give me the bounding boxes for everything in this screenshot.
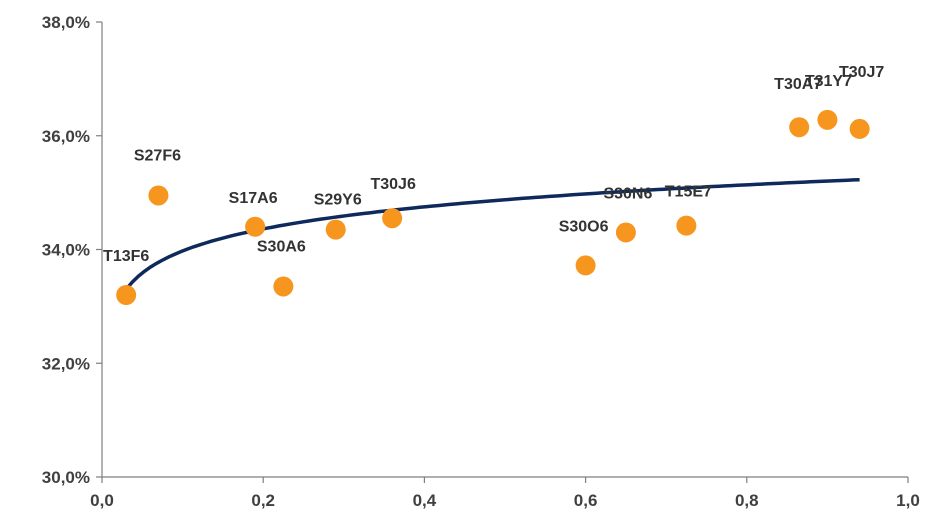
data-point	[575, 255, 596, 276]
point-label: T30A7	[774, 76, 822, 93]
point-label: S27F6	[134, 147, 181, 164]
data-point	[116, 285, 137, 305]
point-label: S17A6	[229, 190, 278, 207]
point-label: S30N6	[603, 185, 652, 202]
point-label: S30A6	[257, 238, 306, 255]
point-labels: T13F6 S27F6 S17A6 S30A6 S29Y6 T30J6 S30O6 S30N6…	[103, 64, 884, 265]
point-label: S29Y6	[314, 192, 362, 209]
point-label: T30J7	[839, 64, 884, 81]
x-tick-label: 0,8	[735, 491, 759, 510]
x-tick-label: 0,4	[413, 491, 437, 510]
data-point	[849, 118, 870, 139]
data-points	[116, 109, 870, 305]
data-point	[615, 222, 636, 243]
y-tick-label: 30,0%	[42, 468, 90, 487]
point-label: T30J6	[370, 176, 415, 193]
point-label: T15E7	[665, 184, 712, 201]
point-label: S30O6	[559, 218, 609, 235]
data-point	[789, 117, 810, 138]
x-tick-label: 0,0	[90, 491, 114, 510]
data-point	[817, 109, 838, 130]
point-label: T31Y7	[805, 73, 852, 90]
x-axis-ticks: 0,0 0,2 0,4 0,6 0,8 1,0	[90, 477, 920, 510]
data-point	[676, 215, 697, 236]
point-label: T13F6	[103, 248, 149, 265]
y-tick-label: 34,0%	[42, 241, 90, 260]
y-tick-label: 32,0%	[42, 354, 90, 373]
x-tick-label: 0,6	[574, 491, 598, 510]
y-tick-label: 36,0%	[42, 127, 90, 146]
data-point	[382, 208, 403, 229]
y-tick-label: 38,0%	[42, 13, 90, 32]
x-tick-label: 1,0	[896, 491, 920, 510]
data-point	[245, 216, 266, 237]
x-tick-label: 0,2	[251, 491, 275, 510]
data-point	[148, 185, 169, 206]
data-point	[325, 219, 346, 240]
y-axis-ticks: 30,0% 32,0% 34,0% 36,0% 38,0%	[42, 13, 102, 487]
data-point	[273, 276, 294, 297]
